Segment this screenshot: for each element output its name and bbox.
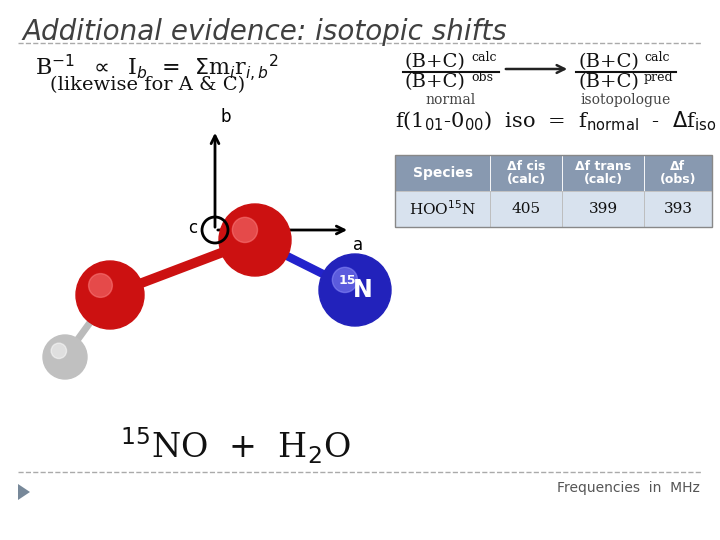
Circle shape: [333, 267, 358, 293]
Bar: [562, 191, 644, 227]
Text: obs: obs: [471, 71, 493, 84]
Text: HOO$^{15}$N: HOO$^{15}$N: [409, 200, 476, 218]
Circle shape: [319, 254, 391, 326]
Text: a: a: [353, 236, 363, 254]
Text: Δf cis: Δf cis: [507, 159, 545, 172]
Bar: [490, 155, 562, 191]
Bar: [395, 155, 490, 191]
Text: pred: pred: [644, 71, 674, 84]
Bar: [644, 155, 712, 191]
Text: B$^{-1}$  $\propto$  I$_b$  =  $\Sigma$m$_i$r$_{i,b}$$^2$: B$^{-1}$ $\propto$ I$_b$ = $\Sigma$m$_i$…: [35, 53, 279, 84]
Text: calc: calc: [644, 51, 670, 64]
Text: $^{15}$NO  +  H$_2$O: $^{15}$NO + H$_2$O: [120, 425, 351, 465]
Text: (B+C): (B+C): [578, 53, 639, 71]
Text: isotopologue: isotopologue: [580, 93, 670, 107]
Text: b: b: [221, 108, 232, 126]
Text: (calc): (calc): [583, 173, 623, 186]
Text: normal: normal: [425, 93, 475, 107]
Text: Δf trans: Δf trans: [575, 159, 631, 172]
Circle shape: [233, 217, 258, 242]
Text: Δf: Δf: [670, 159, 685, 172]
Bar: [562, 155, 644, 191]
Text: 15: 15: [338, 274, 356, 287]
Text: (B+C): (B+C): [578, 73, 639, 91]
Text: Frequencies  in  MHz: Frequencies in MHz: [557, 481, 700, 495]
Bar: [644, 191, 712, 227]
Text: Species: Species: [413, 166, 472, 180]
Polygon shape: [18, 484, 30, 500]
Text: (obs): (obs): [660, 173, 696, 186]
Circle shape: [219, 204, 291, 276]
Bar: [490, 191, 562, 227]
Circle shape: [76, 261, 144, 329]
Text: 399: 399: [588, 202, 618, 216]
Text: (calc): (calc): [506, 173, 546, 186]
Text: f(1$_{01}$-0$_{00}$)  iso  =  f$_\mathrm{normal}$  -  $\Delta$f$_\mathrm{iso}$: f(1$_{01}$-0$_{00}$) iso = f$_\mathrm{no…: [395, 110, 716, 133]
Circle shape: [51, 343, 66, 359]
Text: c: c: [188, 219, 197, 237]
Text: calc: calc: [471, 51, 497, 64]
Text: Additional evidence: isotopic shifts: Additional evidence: isotopic shifts: [22, 18, 507, 46]
Text: (B+C): (B+C): [405, 73, 466, 91]
Text: (likewise for A & C): (likewise for A & C): [50, 76, 245, 94]
Bar: [395, 155, 712, 227]
Text: 393: 393: [664, 202, 693, 216]
Text: N: N: [353, 278, 373, 302]
Text: (B+C): (B+C): [405, 53, 466, 71]
Text: 405: 405: [511, 202, 541, 216]
Circle shape: [43, 335, 87, 379]
Bar: [395, 191, 490, 227]
Circle shape: [89, 274, 112, 298]
